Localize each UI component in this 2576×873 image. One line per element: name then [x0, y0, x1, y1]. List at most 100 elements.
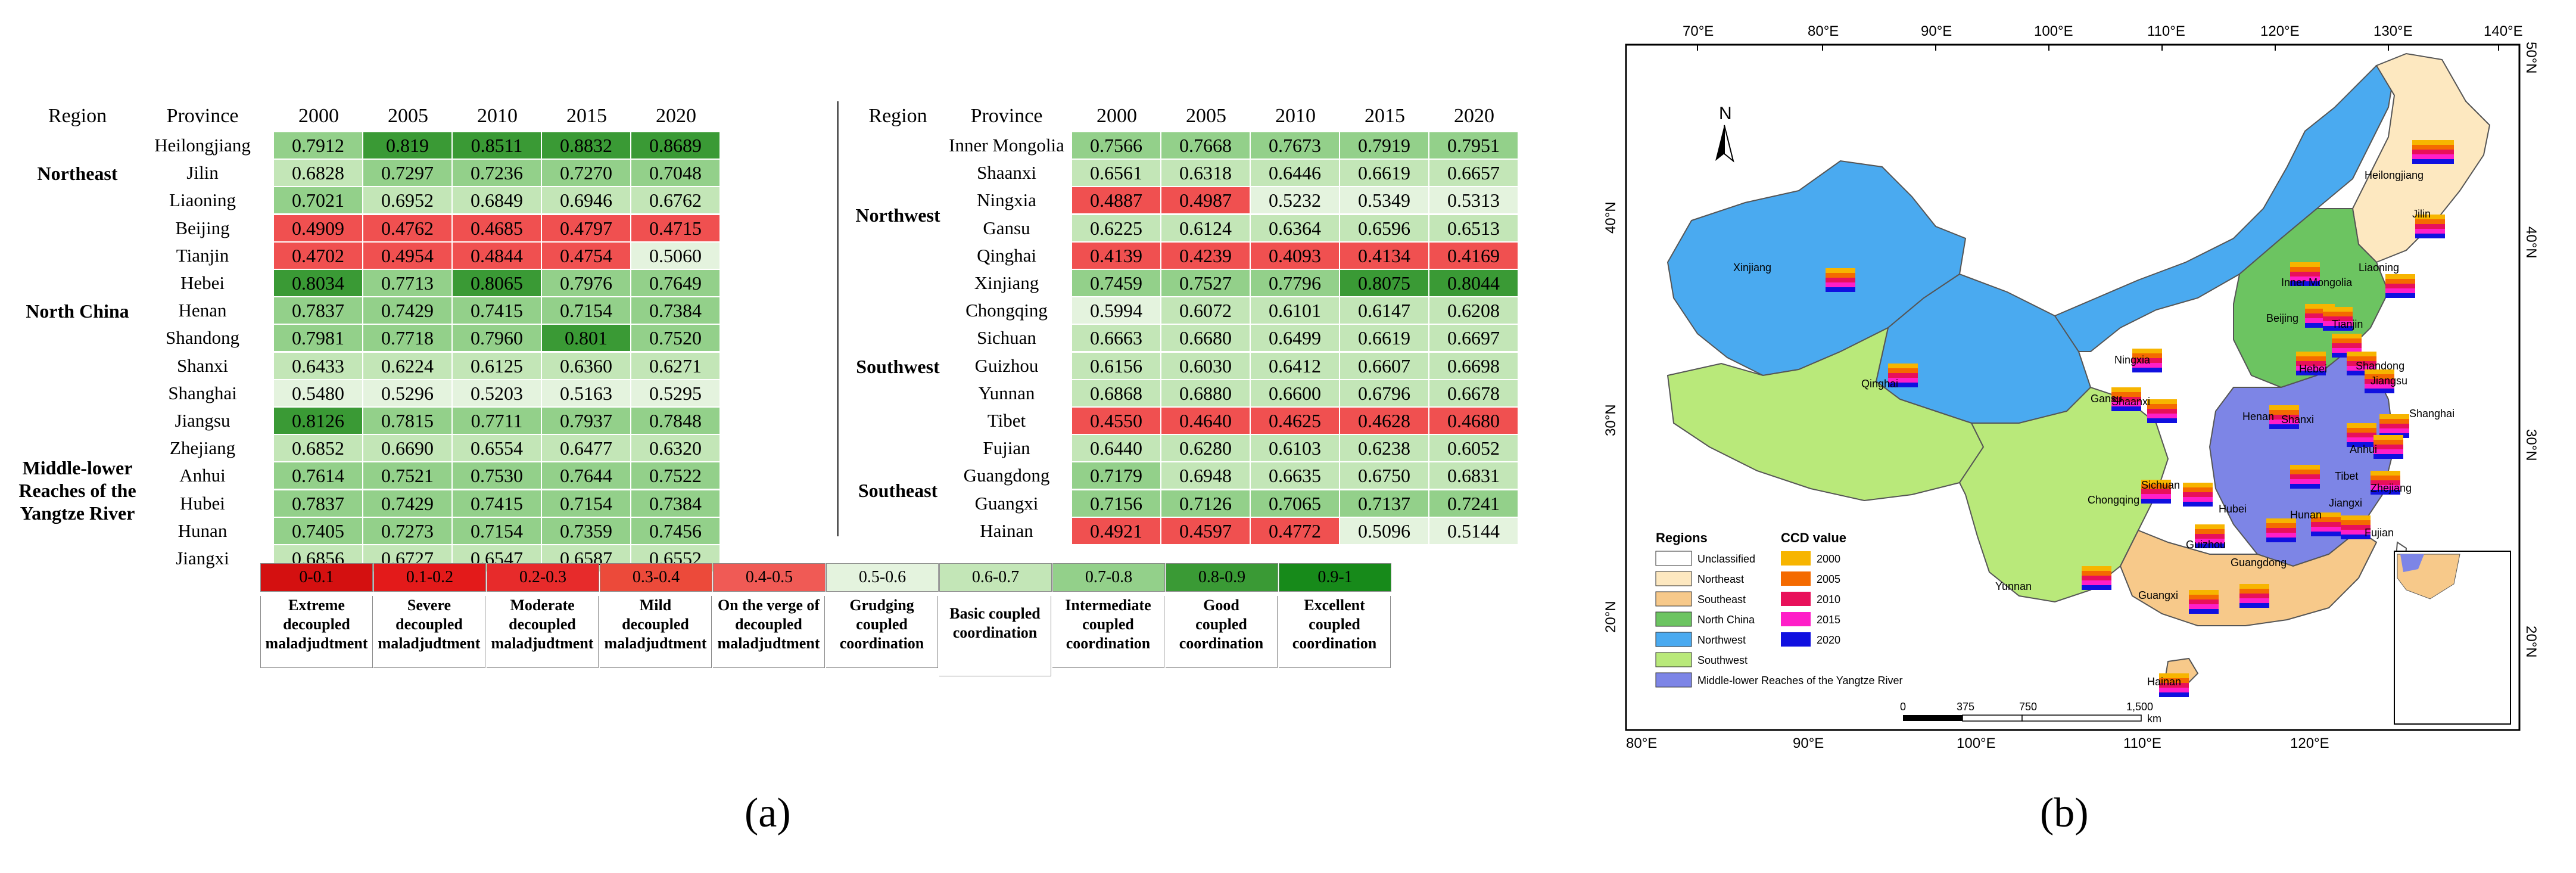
ccd-bar-2015	[2189, 604, 2219, 609]
left-latitude-ticks: 40°N 30°N 20°N	[1603, 201, 1619, 633]
heatmap-cell: 0.5060	[631, 242, 719, 269]
ccd-bar-2020	[2311, 532, 2341, 536]
ccd-bar-2005	[2239, 589, 2269, 594]
region-label-line: Reaches of the	[18, 479, 136, 501]
province-label-map: Shanxi	[2281, 414, 2314, 425]
ccd-bar-2005	[2385, 279, 2415, 284]
ccd-bar-2010	[2266, 528, 2296, 533]
heatmap-cell: 0.6635	[1251, 462, 1339, 489]
china-map: 70°E 80°E 90°E 100°E 110°E 120°E 130°E 140°E 80…	[1603, 23, 2539, 751]
panel-label-a: (a)	[745, 790, 791, 836]
tick-label-top: 90°E	[1921, 23, 1952, 39]
ccd-bar-2010	[2111, 397, 2141, 402]
region-swatch	[1655, 632, 1692, 647]
province-label-map: Jiangxi	[2329, 497, 2362, 509]
region-legend-label: Middle-lower Reaches of the Yangtze Rive…	[1697, 675, 1903, 686]
heatmap-cell: 0.6125	[453, 352, 541, 379]
ccd-bar-2005	[1826, 273, 1855, 278]
province-label: Liaoning	[169, 189, 236, 211]
heatmap-cell: 0.6697	[1429, 325, 1518, 352]
province-label: Gansu	[983, 217, 1030, 238]
region-southeast	[2119, 529, 2378, 626]
legend-label-line: Good	[1203, 597, 1239, 614]
ccd-legend-label: 2005	[1817, 573, 1840, 585]
heatmap-cell: 0.6868	[1072, 380, 1160, 406]
ccd-legend-title: CCD value	[1781, 530, 1846, 545]
ccd-bar-2010	[2195, 534, 2225, 539]
scale-seg	[2021, 714, 2142, 722]
ccd-bar-2000	[2415, 215, 2445, 219]
header-year-2000: 2000	[298, 105, 339, 127]
ccd-bar-2015	[2183, 497, 2213, 502]
legend-label-line: coupled	[856, 616, 908, 633]
ccd-bar-2010	[2379, 424, 2409, 428]
region-legend-label: Northwest	[1697, 634, 1746, 646]
heatmap-cell: 0.7429	[363, 490, 451, 517]
heatmap-cell: 0.7048	[631, 160, 719, 187]
ccd-bar-2000	[2269, 405, 2299, 410]
ccd-bar-2010	[2323, 316, 2353, 321]
heatmap-cell: 0.4550	[1072, 408, 1160, 434]
heatmap-cell: 0.6663	[1072, 325, 1160, 352]
heatmap-cell: 0.4139	[1072, 242, 1160, 269]
heatmap-cell: 0.8511	[453, 132, 541, 159]
heatmap-cell: 0.7137	[1340, 490, 1428, 517]
legend-label-line: coupled	[1195, 616, 1247, 633]
heatmap-cell: 0.7815	[363, 408, 451, 434]
heatmap-cell: 0.6948	[1161, 462, 1250, 489]
bottom-longitude-ticks: 80°E 90°E 100°E 110°E 120°E	[1626, 735, 2329, 751]
ccd-bar-2005	[2347, 428, 2376, 433]
heatmap-cell: 0.5994	[1072, 297, 1160, 324]
heatmap-cell: 0.6320	[631, 435, 719, 462]
province-label: Jiangsu	[175, 410, 230, 431]
ccd-bar-2010	[2305, 313, 2335, 318]
scale-seg	[1962, 714, 2023, 722]
ccd-bar-2005	[2347, 356, 2376, 361]
heatmap-cell: 0.7236	[453, 160, 541, 187]
ccd-bar-2010	[1888, 373, 1918, 378]
province-label-map: Jilin	[2412, 208, 2431, 220]
north-arrow-icon: N	[1715, 104, 1734, 163]
heatmap-cell: 0.6238	[1340, 435, 1428, 462]
ccd-bar-2020	[2305, 323, 2335, 328]
heatmap-cell: 0.5163	[542, 380, 630, 406]
ccd-bar-2020	[2183, 502, 2213, 507]
legend-label-line: maladjudtment	[717, 635, 820, 652]
ccd-bar-2010	[2189, 599, 2219, 604]
ccd-bar-2015	[2305, 318, 2335, 323]
heatmap-cell: 0.4772	[1251, 517, 1339, 544]
heatmap-cell: 0.4954	[363, 242, 451, 269]
heatmap-cell: 0.4685	[453, 215, 541, 241]
heatmap-cell: 0.7837	[274, 297, 362, 324]
province-label-map: Beijing	[2266, 312, 2298, 324]
province-label-map: Jiangsu	[2371, 375, 2407, 387]
heatmap-cell: 0.6698	[1429, 352, 1518, 379]
heatmap-cell: 0.4239	[1161, 242, 1250, 269]
legend-label: Grudging coupled coordination	[826, 596, 938, 668]
heatmap-cell: 0.7405	[274, 517, 362, 544]
ccd-bar-2000	[2373, 435, 2403, 440]
heatmap-cell: 0.8034	[274, 270, 362, 296]
ccd-bar-2020	[2415, 234, 2445, 238]
heatmap-cell: 0.4680	[1429, 408, 1518, 434]
province-label-map: Hunan	[2290, 509, 2322, 521]
ccd-bar-2015	[2371, 485, 2400, 490]
heatmap-cell: 0.4597	[1161, 517, 1250, 544]
province-label-map: Shandong	[2356, 360, 2404, 372]
province-label-map: Hebei	[2299, 363, 2327, 375]
legend-swatch: 0.4-0.5	[713, 563, 826, 592]
ccd-bar-2020	[2239, 603, 2269, 608]
ccd-bar-2000	[2141, 480, 2171, 484]
heatmap-cell: 0.6124	[1161, 215, 1250, 241]
legend-label: Good coupled coordination	[1166, 596, 1278, 668]
ccd-bar-2005	[2159, 678, 2189, 683]
regions-legend-title: Regions	[1656, 530, 1708, 545]
tick-label-right: 40°N	[2523, 226, 2539, 259]
ccd-bar-2005	[2296, 356, 2326, 361]
heatmap-cell: 0.6446	[1251, 160, 1339, 187]
legend-label: Basic coupled coordination	[939, 596, 1051, 676]
heatmap-cell: 0.7837	[274, 490, 362, 517]
ccd-legend-label: 2000	[1817, 553, 1840, 565]
heatmap-cell: 0.6596	[1340, 215, 1428, 241]
region-swatch	[1655, 571, 1692, 586]
